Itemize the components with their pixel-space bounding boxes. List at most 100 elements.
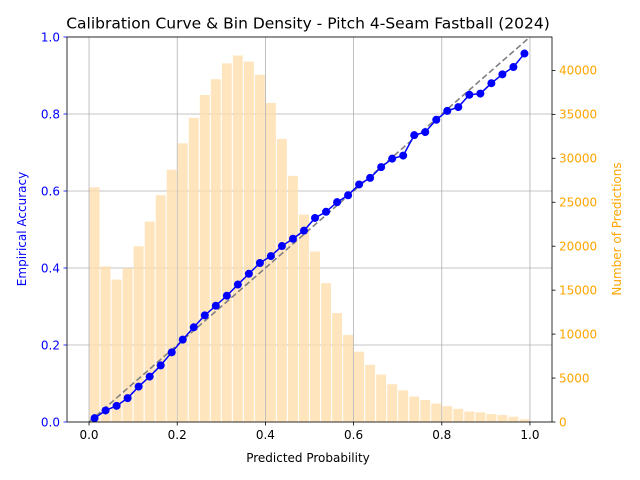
calibration-point — [432, 115, 441, 124]
x-axis-label: Predicted Probability — [246, 451, 370, 465]
calibration-point — [498, 70, 507, 79]
y-left-tick-label: 0.6 — [41, 184, 60, 198]
y-right-tick-label: 5000 — [559, 371, 590, 385]
density-bar — [100, 266, 111, 422]
calibration-series — [90, 49, 529, 423]
y-axis-right-label: Number of Predictions — [610, 162, 624, 295]
calibration-point — [355, 180, 364, 189]
density-bar — [409, 396, 420, 422]
calibration-line — [94, 53, 526, 419]
density-bar — [89, 187, 100, 422]
x-tick-label: 1.0 — [520, 428, 539, 442]
y-right-tick-label: 10000 — [559, 327, 597, 341]
density-bar — [111, 279, 122, 422]
density-bar — [420, 400, 431, 422]
density-bar — [475, 412, 486, 422]
calibration-point — [145, 372, 154, 381]
calibration-point — [520, 49, 529, 58]
calibration-point — [101, 406, 110, 415]
y-right-tick-label: 15000 — [559, 283, 597, 297]
density-bar — [254, 74, 265, 422]
calibration-point — [311, 213, 320, 222]
density-bar — [431, 403, 442, 422]
density-bar — [288, 175, 298, 422]
y-left-tick-label: 0.0 — [41, 415, 60, 429]
density-bar — [188, 117, 199, 422]
calibration-point — [388, 154, 397, 163]
chart-title: Calibration Curve & Bin Density - Pitch … — [66, 15, 550, 33]
calibration-point — [366, 173, 375, 182]
density-bar — [398, 390, 409, 422]
density-bar — [144, 221, 155, 422]
calibration-point — [377, 163, 386, 172]
calibration-point — [255, 258, 264, 267]
density-bar — [321, 283, 331, 422]
density-bar — [343, 334, 354, 422]
density-bar — [221, 63, 232, 422]
calibration-point — [233, 280, 242, 289]
calibration-point — [134, 382, 143, 391]
density-bar — [299, 214, 309, 422]
calibration-point — [443, 106, 452, 115]
y-right-tick-label: 30000 — [559, 152, 597, 166]
calibration-point — [112, 401, 121, 410]
calibration-point — [288, 234, 297, 243]
y-right-tick-label: 25000 — [559, 196, 597, 210]
y-axis-left-label: Empirical Accuracy — [15, 172, 29, 286]
y-left-tick-label: 0.2 — [41, 338, 60, 352]
y-left-tick-label: 0.8 — [41, 107, 60, 121]
density-bar — [332, 313, 343, 422]
calibration-point — [476, 89, 485, 98]
calibration-point — [487, 79, 496, 88]
calibration-point — [90, 414, 99, 423]
x-tick-label: 0.2 — [168, 428, 187, 442]
calibration-point — [410, 131, 419, 140]
calibration-point — [189, 323, 198, 332]
x-tick-label: 0.6 — [344, 428, 363, 442]
y-right-tick-label: 0 — [559, 415, 567, 429]
density-bar — [155, 195, 166, 422]
axes: 0.0 0.2 0.4 0.6 0.8 1.0 0.0 0.2 0.4 0.6 0.8 1.0 0 500… — [41, 30, 597, 442]
y-right-tick-label: 20000 — [559, 240, 597, 254]
density-bar — [166, 169, 177, 422]
calibration-point — [421, 128, 430, 137]
density-bar — [199, 95, 210, 422]
calibration-point — [465, 90, 474, 99]
density-bar — [376, 374, 387, 422]
x-tick-label: 0.4 — [256, 428, 275, 442]
density-bars — [89, 55, 530, 423]
calibration-point — [200, 311, 209, 320]
density-bar — [387, 384, 398, 422]
calibration-point — [344, 191, 353, 200]
density-bar — [442, 406, 453, 422]
density-bar — [232, 55, 243, 423]
y-left-tick-label: 1.0 — [41, 30, 60, 44]
plot-frame — [66, 36, 553, 423]
density-bar — [133, 246, 144, 422]
calibration-point — [509, 63, 518, 72]
density-bar — [497, 414, 508, 422]
calibration-point — [211, 301, 220, 310]
calibration-point — [156, 361, 165, 370]
density-bar — [265, 102, 276, 423]
density-bar — [354, 351, 365, 422]
density-bar — [243, 61, 254, 422]
density-bar — [508, 416, 519, 422]
x-tick-label: 0.0 — [79, 428, 98, 442]
calibration-point — [277, 242, 286, 251]
density-bar — [210, 79, 221, 423]
calibration-point — [178, 335, 187, 344]
calibration-point — [167, 348, 176, 357]
calibration-point — [333, 198, 342, 207]
density-bar — [310, 251, 320, 422]
calibration-point — [244, 269, 253, 278]
density-bar — [519, 419, 530, 422]
reference-line — [88, 36, 531, 423]
y-right-tick-label: 40000 — [559, 64, 597, 78]
density-bar — [464, 411, 475, 422]
density-bar — [365, 364, 376, 422]
calibration-point — [399, 151, 408, 160]
x-tick-label: 0.8 — [432, 428, 451, 442]
density-bar — [177, 143, 188, 422]
